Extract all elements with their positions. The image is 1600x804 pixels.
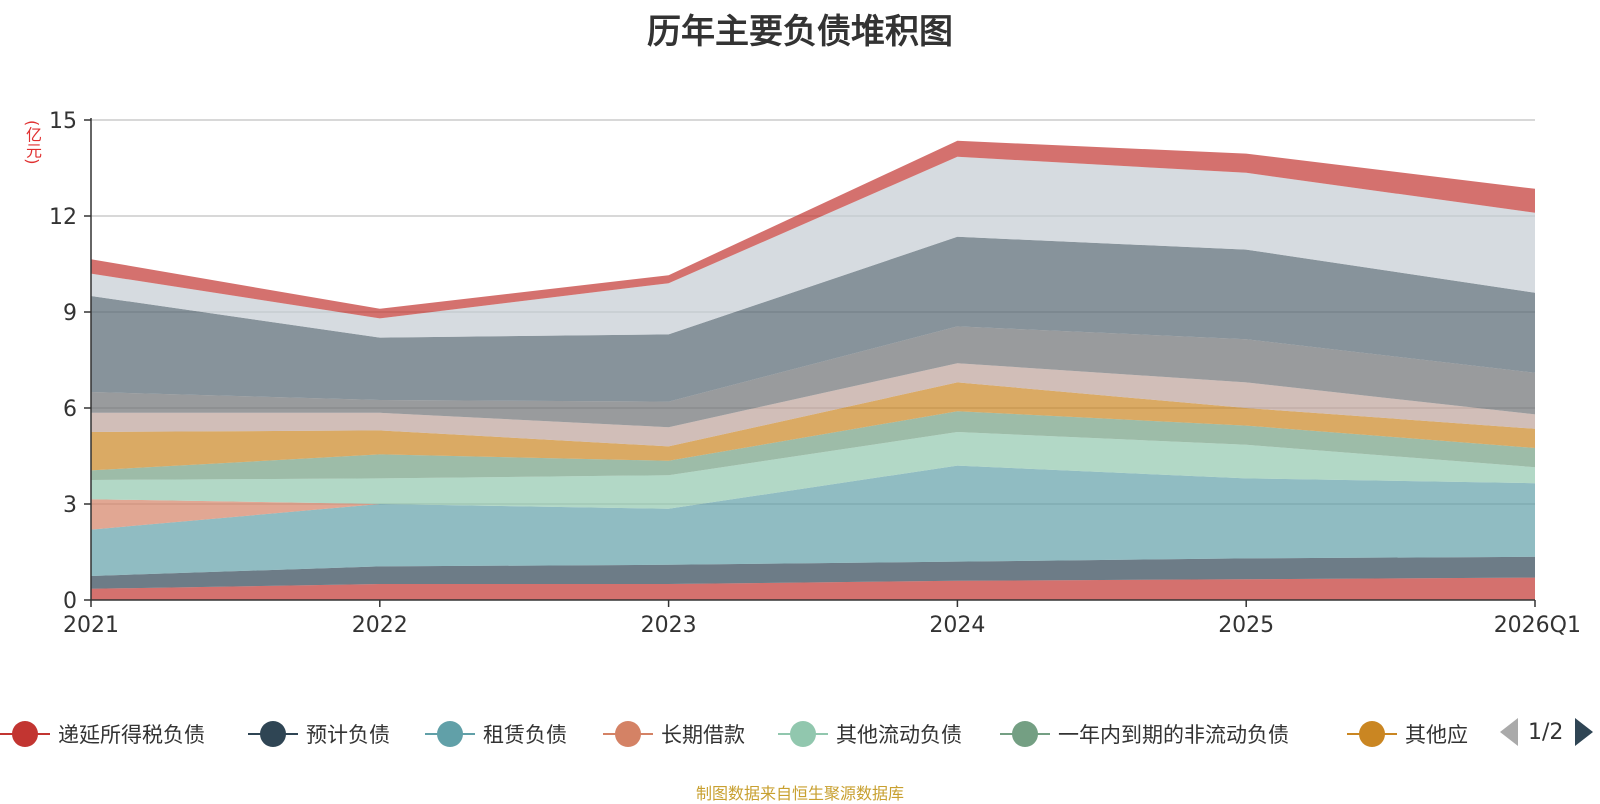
x-tick-label: 2021: [63, 613, 119, 638]
area-series-0: [91, 577, 1535, 600]
legend-item[interactable]: 其他流动负债: [778, 716, 962, 752]
y-tick-label: 6: [63, 397, 77, 422]
stacked-area-chart: 0 3 6 9 12 15 2021 2022 2023 2024 2025 2026Q1: [49, 109, 1581, 638]
legend-item-label: 递延所得税负债: [58, 723, 205, 747]
legend-item-label: 预计负债: [306, 723, 390, 747]
legend-item[interactable]: 一年内到期的非流动负债: [1000, 716, 1289, 752]
y-tick-label: 3: [63, 493, 77, 518]
legend-item[interactable]: 预计负债: [248, 716, 390, 752]
x-tick-label: 2022: [352, 613, 408, 638]
area-series-7: [91, 363, 1535, 447]
source-note: 制图数据来自恒生聚源数据库: [695, 784, 904, 803]
area-series-2: [91, 465, 1535, 576]
legend-prev-page-icon[interactable]: [1500, 718, 1518, 746]
x-tick-label: 2025: [1218, 613, 1274, 638]
legend-marker-icon: [603, 720, 653, 748]
legend-item[interactable]: 递延所得税负债: [0, 716, 205, 752]
legend-item-label: 其他应: [1405, 723, 1468, 747]
y-tick-label: 12: [49, 205, 77, 230]
legend-item[interactable]: 其他应: [1347, 716, 1468, 752]
area-series-10: [91, 156, 1535, 338]
legend-marker-icon: [778, 720, 828, 748]
legend-item[interactable]: 长期借款: [603, 716, 745, 752]
y-tick-label: 9: [63, 301, 77, 326]
legend-item-label: 租赁负债: [483, 723, 567, 747]
x-tick-label: 2024: [929, 613, 985, 638]
legend-item-label: 其他流动负债: [836, 723, 962, 747]
y-tick-label: 0: [63, 589, 77, 614]
area-series-4: [91, 432, 1535, 509]
y-tick-label: 15: [49, 109, 77, 134]
legend-item-label: 一年内到期的非流动负债: [1058, 723, 1289, 747]
area-series-1: [91, 556, 1535, 589]
x-tick-label: 2026Q1: [1494, 613, 1581, 638]
legend: 递延所得税负债 预计负债 租赁负债 长期借款 其他流动负债 一年内到期的非流动负债 其他应: [0, 716, 1600, 752]
legend-page-indicator: 1/2: [1528, 719, 1564, 745]
legend-pager: 1/2: [1500, 714, 1594, 750]
chart-title: 历年主要负债堆积图: [647, 12, 953, 52]
x-tick-label: 2023: [641, 613, 697, 638]
area-series-8: [91, 326, 1535, 428]
legend-marker-icon: [0, 720, 50, 748]
legend-marker-icon: [248, 720, 298, 748]
legend-next-page-icon[interactable]: [1575, 718, 1594, 746]
legend-marker-icon: [425, 720, 475, 748]
legend-item[interactable]: 租赁负债: [425, 716, 567, 752]
area-series-9: [91, 236, 1535, 402]
legend-marker-icon: [1347, 720, 1397, 748]
area-series-6: [91, 382, 1535, 471]
legend-marker-icon: [1000, 720, 1050, 748]
legend-item-label: 长期借款: [661, 723, 745, 747]
y-axis-unit-label: (亿元): [23, 120, 42, 165]
area-series-5: [91, 411, 1535, 480]
